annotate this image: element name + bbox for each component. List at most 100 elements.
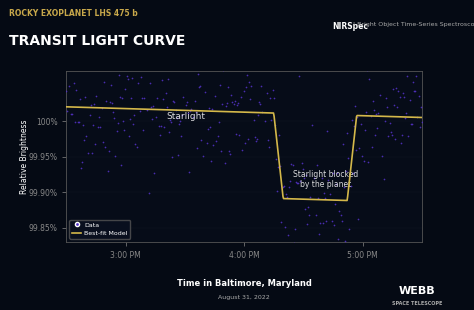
Point: [261, 119, 268, 124]
Point: [77, 166, 85, 171]
Point: [348, 118, 356, 123]
Point: [241, 141, 248, 146]
Point: [79, 123, 87, 128]
Point: [129, 122, 137, 126]
Point: [332, 182, 340, 187]
Point: [118, 96, 126, 101]
Point: [130, 112, 138, 117]
Point: [270, 95, 277, 100]
Point: [154, 60, 162, 65]
Point: [91, 142, 99, 147]
Point: [223, 101, 231, 106]
Point: [87, 103, 95, 108]
Point: [281, 224, 289, 229]
Point: [211, 94, 219, 99]
Point: [215, 119, 223, 124]
Point: [76, 97, 83, 102]
Point: [390, 103, 398, 108]
Point: [240, 89, 247, 94]
Point: [113, 129, 120, 134]
Point: [220, 67, 228, 72]
Point: [333, 170, 341, 175]
Point: [100, 79, 108, 84]
Point: [252, 139, 260, 144]
Point: [374, 110, 382, 115]
Point: [247, 84, 255, 89]
Point: [299, 166, 306, 171]
Point: [82, 95, 89, 100]
Point: [251, 134, 258, 139]
Point: [110, 115, 118, 120]
Point: [119, 118, 127, 123]
Point: [291, 226, 299, 231]
Point: [222, 103, 229, 108]
Point: [408, 122, 416, 126]
Text: SPACE TELESCOPE: SPACE TELESCOPE: [392, 301, 442, 306]
Point: [379, 46, 387, 51]
Point: [200, 153, 207, 158]
Point: [364, 67, 371, 72]
Point: [218, 148, 225, 153]
Point: [337, 213, 344, 218]
Point: [412, 73, 420, 78]
Point: [183, 100, 191, 105]
Point: [418, 119, 426, 124]
Point: [322, 218, 330, 223]
Point: [308, 123, 315, 128]
Point: [75, 120, 82, 125]
Point: [234, 100, 242, 105]
Point: [231, 98, 238, 103]
Point: [64, 109, 71, 114]
Point: [297, 178, 304, 183]
Point: [180, 95, 187, 100]
Point: [224, 84, 232, 89]
Point: [303, 222, 311, 227]
Point: [285, 185, 293, 190]
Point: [208, 158, 215, 163]
Point: [386, 121, 393, 126]
Point: [383, 95, 390, 100]
Point: [214, 134, 222, 139]
Point: [319, 221, 327, 226]
Point: [176, 119, 184, 124]
Point: [115, 72, 123, 77]
Point: [250, 118, 257, 123]
Point: [174, 153, 182, 158]
Point: [266, 95, 274, 100]
Point: [311, 249, 319, 254]
Point: [209, 107, 216, 112]
Point: [290, 241, 298, 246]
Point: [371, 133, 379, 138]
Point: [358, 153, 365, 158]
Point: [293, 180, 301, 185]
Text: Starlight blocked
by the planet: Starlight blocked by the planet: [293, 170, 358, 189]
Point: [160, 97, 167, 102]
Point: [181, 47, 188, 52]
Point: [294, 180, 302, 185]
Point: [82, 134, 90, 139]
Point: [97, 46, 105, 51]
Point: [192, 109, 200, 114]
Point: [67, 112, 74, 117]
Point: [91, 102, 98, 107]
Point: [410, 88, 418, 93]
Point: [191, 99, 198, 104]
Point: [237, 95, 245, 100]
Point: [72, 120, 79, 125]
Point: [147, 104, 155, 109]
Point: [351, 104, 359, 108]
Point: [237, 50, 244, 55]
Point: [317, 220, 324, 225]
Point: [346, 227, 353, 232]
Point: [396, 94, 403, 99]
Point: [190, 114, 197, 119]
Point: [397, 141, 404, 146]
Point: [212, 138, 219, 143]
Point: [66, 56, 73, 61]
Point: [122, 86, 129, 91]
Point: [172, 108, 179, 113]
Point: [389, 87, 397, 92]
Point: [165, 130, 173, 135]
Point: [230, 101, 237, 106]
Point: [310, 175, 318, 180]
